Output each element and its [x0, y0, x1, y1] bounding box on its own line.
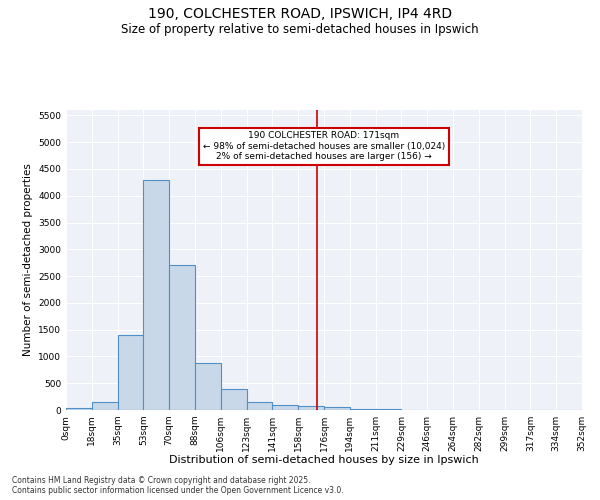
Bar: [272, 404, 298, 410]
X-axis label: Distribution of semi-detached houses by size in Ipswich: Distribution of semi-detached houses by …: [169, 456, 479, 466]
Y-axis label: Number of semi-detached properties: Number of semi-detached properties: [23, 164, 32, 356]
Bar: [350, 409, 376, 410]
Bar: [143, 180, 169, 410]
Text: 190 COLCHESTER ROAD: 171sqm
← 98% of semi-detached houses are smaller (10,024)
2: 190 COLCHESTER ROAD: 171sqm ← 98% of sem…: [203, 132, 445, 161]
Text: 190, COLCHESTER ROAD, IPSWICH, IP4 4RD: 190, COLCHESTER ROAD, IPSWICH, IP4 4RD: [148, 8, 452, 22]
Text: Size of property relative to semi-detached houses in Ipswich: Size of property relative to semi-detach…: [121, 22, 479, 36]
Bar: [66, 408, 92, 410]
Bar: [169, 266, 195, 410]
Bar: [118, 335, 143, 410]
Bar: [298, 406, 324, 410]
Bar: [92, 402, 118, 410]
Bar: [247, 402, 272, 410]
Bar: [195, 364, 221, 410]
Text: Contains HM Land Registry data © Crown copyright and database right 2025.
Contai: Contains HM Land Registry data © Crown c…: [12, 476, 344, 495]
Bar: [221, 388, 247, 410]
Bar: [324, 408, 350, 410]
